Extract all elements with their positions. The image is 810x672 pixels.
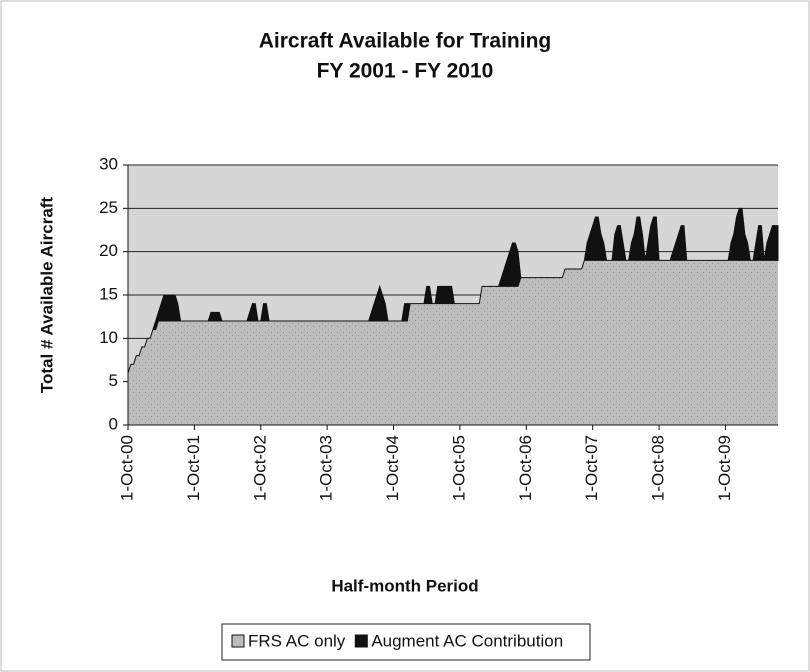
y-tick-label: 25 <box>99 198 118 217</box>
y-tick-label: 30 <box>99 154 118 173</box>
x-tick-label: 1-Oct-08 <box>649 435 668 501</box>
x-tick-label: 1-Oct-09 <box>715 435 734 501</box>
legend <box>221 623 591 661</box>
x-tick-label: 1-Oct-00 <box>117 435 136 501</box>
x-tick-label: 1-Oct-04 <box>383 435 402 501</box>
legend-swatch <box>231 634 245 648</box>
y-tick-label: 15 <box>99 284 118 303</box>
x-axis-title: Half-month Period <box>331 576 478 595</box>
x-tick-label: 1-Oct-07 <box>582 435 601 501</box>
y-tick-label: 5 <box>109 371 118 390</box>
x-tick-label: 1-Oct-06 <box>516 435 535 501</box>
legend-label: Augment AC Contribution <box>371 631 563 650</box>
area <box>128 260 778 425</box>
area <box>127 207 779 374</box>
y-tick-label: 20 <box>99 241 118 260</box>
y-axis-title: Total # Available Aircraft <box>37 197 56 394</box>
x-tick-label: 1-Oct-01 <box>184 435 203 501</box>
chart-title: Aircraft Available for Training <box>259 30 552 53</box>
x-tick-label: 1-Oct-02 <box>250 435 269 501</box>
y-tick-label: 0 <box>109 414 118 433</box>
y-tick-label: 10 <box>99 328 118 347</box>
x-tick-label: 1-Oct-03 <box>317 435 336 501</box>
chart-subtitle: FY 2001 - FY 2010 <box>317 60 494 83</box>
x-tick-label: 1-Oct-05 <box>449 435 468 501</box>
legend-label: FRS AC only <box>248 631 346 650</box>
legend-swatch <box>354 634 368 648</box>
